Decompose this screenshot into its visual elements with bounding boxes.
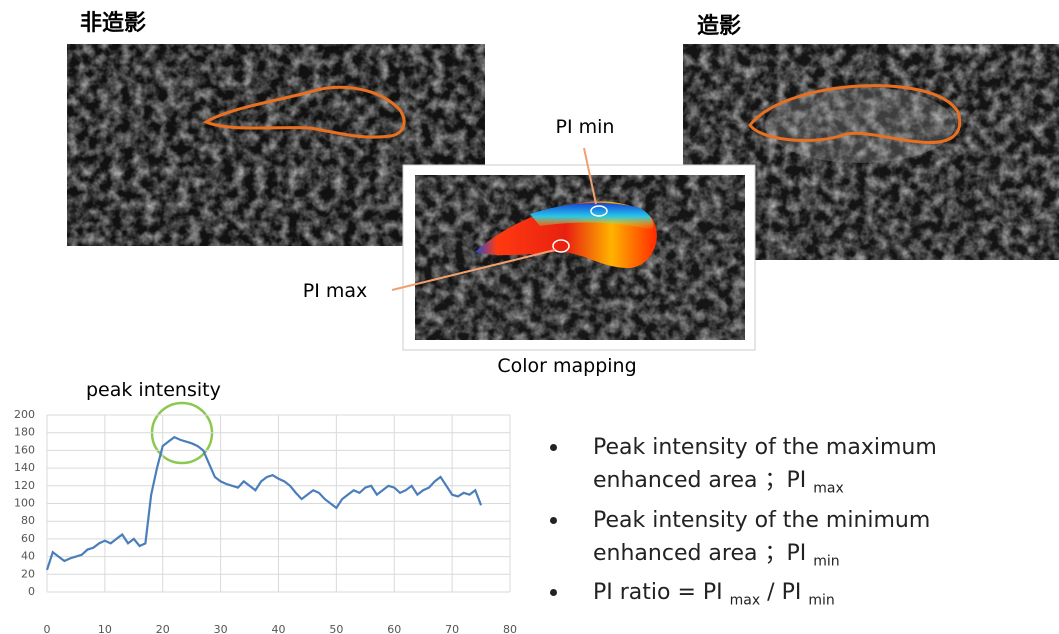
left-label: 非造影 [80, 11, 146, 36]
y-tick-label: 0 [28, 585, 35, 598]
page: 非造影 造影 PI min PI max Color mapping peak … [0, 0, 1059, 634]
text: Peak intensity of the maximum [593, 435, 937, 460]
x-tick-label: 50 [329, 623, 343, 634]
y-tick-label: 100 [14, 497, 35, 510]
bullet-text: PI ratio = PI max / PI min [593, 576, 835, 617]
x-tick-label: 20 [156, 623, 170, 634]
y-tick-label: 120 [14, 479, 35, 492]
line-chart: 0 20 40 60 80 100 120 140 160 180 200 0 10 20 30 40 50 60… [14, 408, 517, 634]
color-map-caption: Color mapping [497, 355, 636, 377]
pi-max-label: PI max [303, 280, 368, 302]
bullet-text: Peak intensity of the minimum enhanced ar… [593, 504, 930, 578]
y-tick-label: 160 [14, 443, 35, 456]
y-tick-label: 60 [21, 532, 35, 545]
bullet-text: Peak intensity of the maximum enhanced ar… [593, 431, 937, 505]
text: PI ratio = PI [593, 580, 723, 605]
text: / PI [767, 580, 801, 605]
subscript: max [813, 480, 844, 496]
x-tick-label: 40 [272, 623, 286, 634]
bullet [550, 589, 557, 596]
y-tick-label: 20 [21, 567, 35, 580]
bullet [550, 444, 557, 451]
x-tick-label: 70 [445, 623, 459, 634]
subscript: max [730, 592, 761, 608]
x-tick-label: 80 [503, 623, 517, 634]
x-tick-label: 0 [44, 623, 51, 634]
y-tick-label: 200 [14, 408, 35, 421]
text: enhanced area ；PI [593, 541, 806, 566]
bullet [550, 517, 557, 524]
text: enhanced area ；PI [593, 468, 806, 493]
right-label: 造影 [697, 14, 741, 39]
x-tick-label: 10 [98, 623, 112, 634]
subscript: min [808, 592, 834, 608]
y-tick-label: 40 [21, 550, 35, 563]
y-tick-label: 80 [21, 514, 35, 527]
chart-annotation: peak intensity [86, 379, 221, 401]
ultrasound-texture [415, 175, 745, 340]
x-tick-label: 30 [214, 623, 228, 634]
y-tick-label: 140 [14, 461, 35, 474]
pi-min-label: PI min [556, 116, 615, 138]
subscript: min [813, 553, 839, 569]
y-tick-label: 180 [14, 426, 35, 439]
text: Peak intensity of the minimum [593, 508, 930, 533]
x-tick-label: 60 [387, 623, 401, 634]
